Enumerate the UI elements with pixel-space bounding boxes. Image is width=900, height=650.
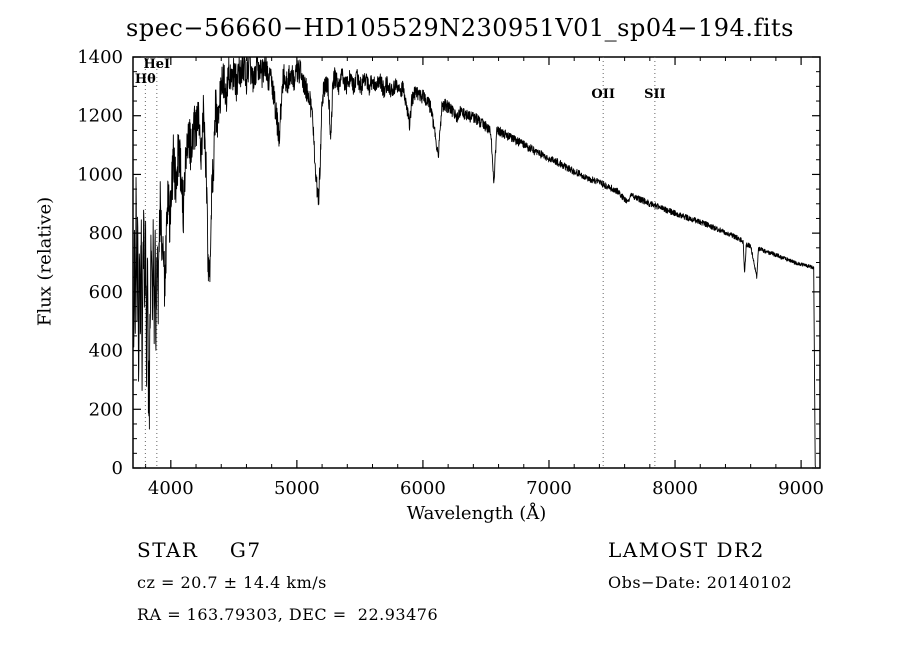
spectrum-path (132, 56, 816, 468)
y-tick-label: 600 (89, 282, 123, 303)
y-tick-label: 1000 (77, 164, 123, 185)
plot-title: spec−56660−HD105529N230951V01_sp04−194.f… (126, 14, 794, 42)
x-tick-label: 4000 (148, 478, 194, 499)
spectral-line-label-SII: SII (644, 87, 666, 102)
y-tick-label: 1200 (77, 106, 123, 127)
cz-text: cz = 20.7 ± 14.4 km/s (137, 573, 327, 592)
obs-date-text: Obs−Date: 20140102 (608, 573, 793, 592)
x-tick-label: 8000 (652, 478, 698, 499)
y-tick-label: 1400 (77, 47, 123, 68)
spectral-line-label-OII: OII (591, 87, 615, 102)
object-class-text: STAR G7 (137, 538, 262, 562)
survey-text: LAMOST DR2 (608, 538, 765, 562)
y-tick-label: 200 (89, 399, 123, 420)
x-tick-label: 5000 (274, 478, 320, 499)
x-tick-label: 9000 (778, 478, 824, 499)
y-tick-label: 0 (112, 458, 123, 479)
spectrum-trace (132, 56, 816, 468)
spectral-line-label-HeI: HeI (144, 57, 171, 72)
axis-tick-labels: 4000 5000 6000 7000 8000 9000 0 200 400 600 800 100… (77, 47, 824, 499)
x-axis-label: Wavelength (Å) (406, 503, 547, 524)
spectral-line-label-Hθ: Hθ (135, 72, 156, 87)
x-tick-label: 6000 (400, 478, 446, 499)
y-tick-label: 800 (89, 223, 123, 244)
x-tick-label: 7000 (526, 478, 572, 499)
ra-dec-text: RA = 163.79303, DEC = 22.93476 (137, 605, 439, 624)
y-tick-label: 400 (89, 341, 123, 362)
